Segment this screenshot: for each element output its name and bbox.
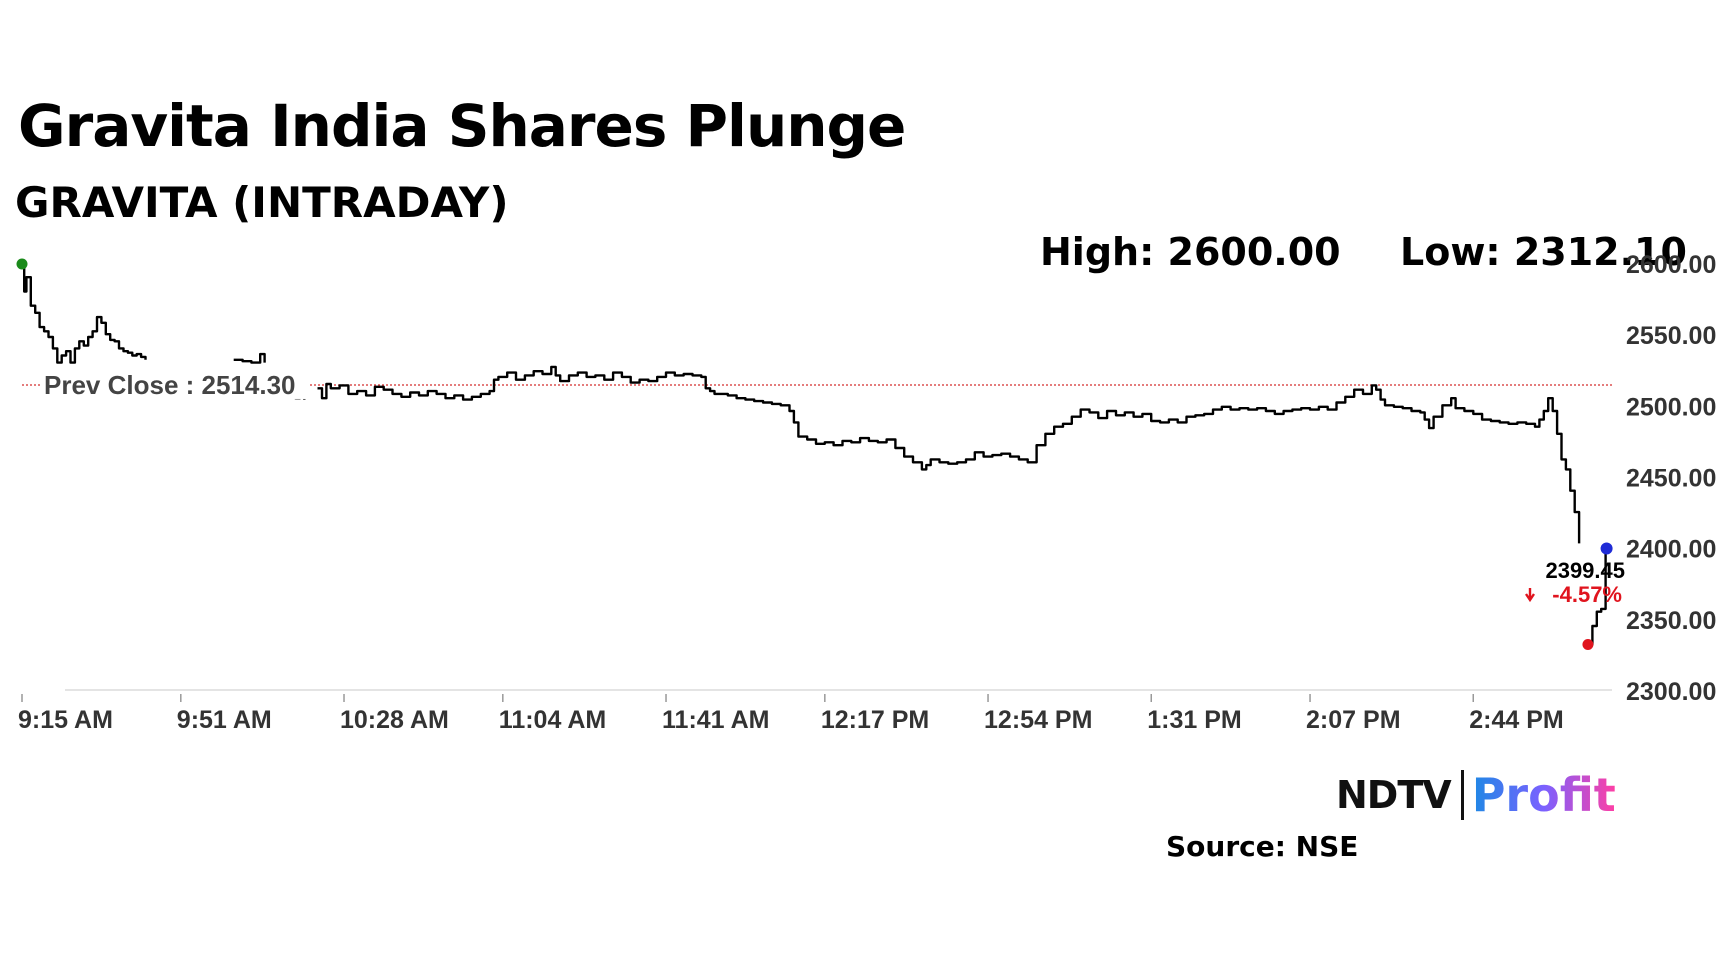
- x-tick-label: 12:17 PM: [821, 706, 929, 734]
- x-tick-label: 11:04 AM: [499, 706, 606, 734]
- prev-close-label: Prev Close : 2514.30: [44, 370, 296, 400]
- y-tick-label: 2600.00: [1626, 251, 1716, 279]
- chart-title: Gravita India Shares Plunge: [18, 92, 906, 160]
- ndtv-wordmark: NDTV: [1336, 773, 1452, 817]
- price-line-segment: [317, 365, 1581, 544]
- source-note: Source: NSE: [1166, 830, 1359, 863]
- y-tick-label: 2300.00: [1626, 678, 1716, 706]
- x-tick-label: 9:51 AM: [177, 706, 272, 734]
- profit-wordmark: Profit: [1471, 768, 1616, 822]
- down-arrow-icon: [1525, 588, 1535, 603]
- x-tick-label: 10:28 AM: [340, 706, 449, 734]
- ndtv-profit-logo: NDTV Profit: [1336, 768, 1616, 822]
- logo-divider: [1460, 770, 1464, 820]
- last-price-label: 2399.45: [1545, 558, 1625, 583]
- y-tick-label: 2350.00: [1626, 607, 1716, 635]
- x-tick-label: 9:15 AM: [18, 706, 113, 734]
- x-tick-label: 12:54 PM: [984, 706, 1092, 734]
- price-line-segment: [233, 352, 266, 364]
- x-tick-label: 1:31 PM: [1147, 706, 1241, 734]
- day-high-label: High: 2600.00: [1040, 230, 1341, 274]
- chart-subtitle: GRAVITA (INTRADAY): [15, 178, 509, 227]
- day-low-label: Low: 2312.10: [1400, 230, 1687, 274]
- x-tick-label: 2:07 PM: [1306, 706, 1400, 734]
- price-line-segment: [1587, 548, 1607, 646]
- y-tick-label: 2450.00: [1626, 465, 1716, 493]
- price-line-segment: [22, 261, 147, 364]
- prev-close-label-bg: [40, 366, 310, 399]
- y-tick-label: 2550.00: [1626, 322, 1716, 350]
- y-tick-label: 2400.00: [1626, 536, 1716, 564]
- x-tick-label: 11:41 AM: [662, 706, 769, 734]
- y-tick-label: 2500.00: [1626, 393, 1716, 421]
- high-point-marker: [16, 258, 28, 270]
- last-price-marker: [1600, 542, 1613, 555]
- x-tick-label: 2:44 PM: [1469, 706, 1563, 734]
- percent-change-label: -4.57%: [1552, 582, 1622, 607]
- low-point-marker: [1582, 638, 1594, 650]
